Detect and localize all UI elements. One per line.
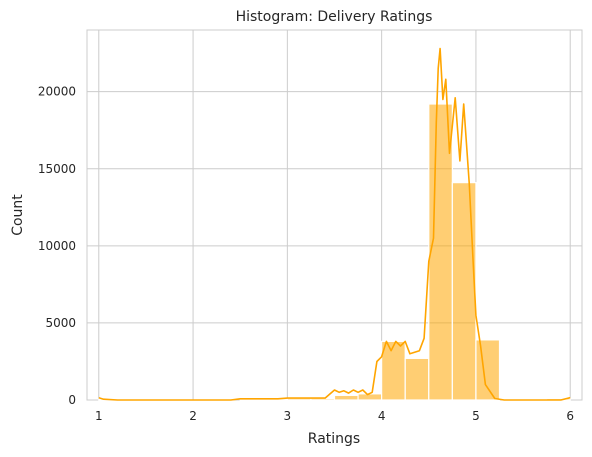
- y-tick-label: 5000: [45, 316, 76, 330]
- kde-curve: [98, 47, 571, 401]
- y-tick-label: 20000: [38, 85, 76, 99]
- histogram-bar: [357, 393, 383, 401]
- x-axis-label: Ratings: [308, 431, 360, 447]
- x-tick-label: 2: [189, 409, 197, 423]
- x-tick-label: 4: [378, 409, 386, 423]
- x-tick-label: 1: [95, 409, 103, 423]
- plot-area: [86, 29, 583, 401]
- histogram-bar: [381, 340, 406, 401]
- y-tick-label: 0: [68, 393, 76, 407]
- x-tick-label: 3: [284, 409, 292, 423]
- histogram-bar: [451, 182, 477, 401]
- x-tick-label: 6: [566, 409, 574, 423]
- y-tick-label: 10000: [38, 239, 76, 253]
- kde-line: [98, 47, 571, 401]
- y-tick-label: 15000: [38, 162, 76, 176]
- tick-labels: 1 2 3 4 5 6 0 5000 10000 15000 20000: [38, 85, 574, 423]
- histogram-bar: [475, 339, 501, 401]
- x-tick-label: 5: [472, 409, 480, 423]
- y-axis-label: Count: [10, 194, 26, 236]
- histogram-bar: [333, 394, 359, 401]
- chart-title: Histogram: Delivery Ratings: [236, 9, 433, 25]
- histogram-bar: [404, 357, 430, 401]
